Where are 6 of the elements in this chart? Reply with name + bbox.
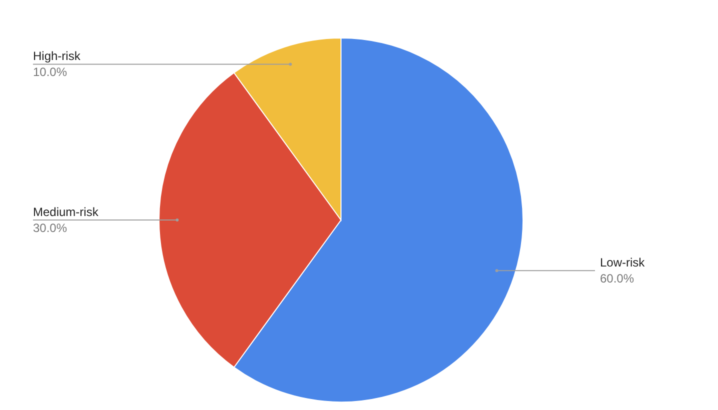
slice-label: Low-risk	[600, 256, 646, 270]
data-label: 10.0%	[33, 65, 68, 80]
slice-label: High-risk	[33, 49, 82, 64]
slice-label: Medium-risk	[33, 205, 100, 219]
data-label: 60.0%	[600, 272, 634, 286]
data-label: 30.0%	[33, 221, 68, 235]
